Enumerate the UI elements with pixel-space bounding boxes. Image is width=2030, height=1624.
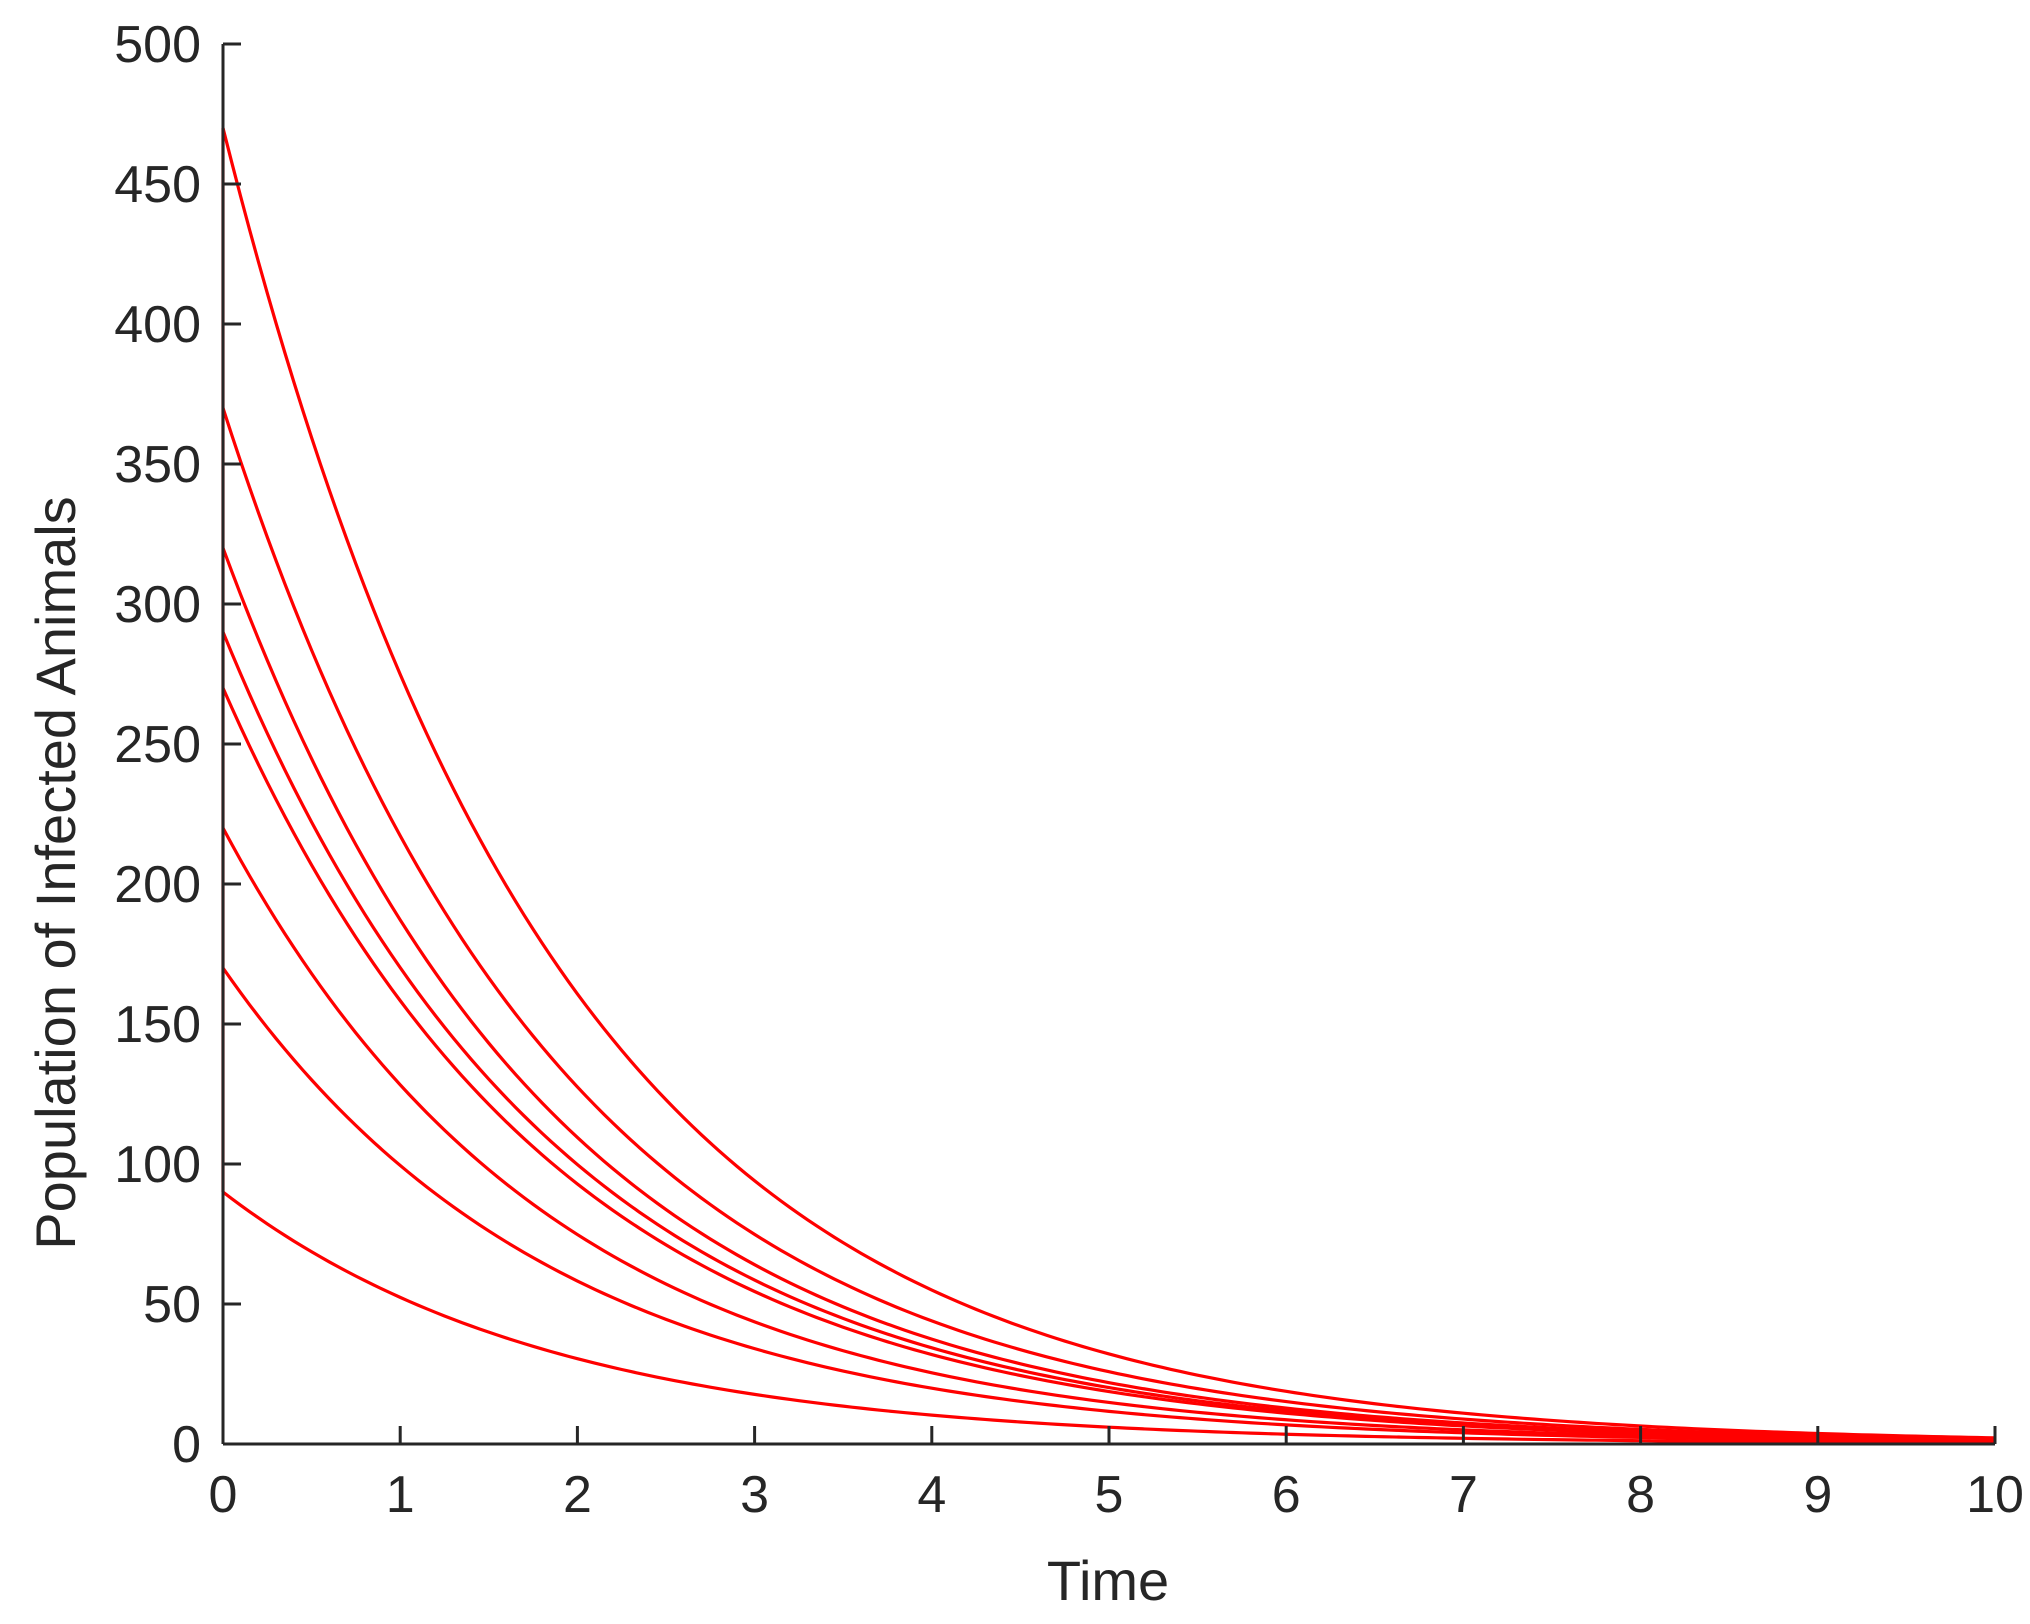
y-axis-title: Population of Infected Animals xyxy=(24,496,87,1249)
series-layer xyxy=(221,127,1996,1445)
y-tick-label: 350 xyxy=(114,436,201,494)
x-axis-title: Time xyxy=(1047,1549,1169,1612)
series-line-4 xyxy=(221,631,1996,1442)
series-line-5 xyxy=(221,687,1996,1442)
x-tick-label: 0 xyxy=(209,1466,238,1524)
x-tick-label: 10 xyxy=(1966,1466,2024,1524)
y-tick-label: 100 xyxy=(114,1136,201,1194)
y-tick-label: 150 xyxy=(114,996,201,1054)
series-line-6 xyxy=(221,827,1996,1443)
series-line-2 xyxy=(221,407,1996,1441)
x-tick-label: 2 xyxy=(563,1466,592,1524)
y-tick-label: 300 xyxy=(114,576,201,634)
x-tick-label: 1 xyxy=(386,1466,415,1524)
x-tick-label: 5 xyxy=(1095,1466,1124,1524)
series-line-1 xyxy=(221,127,1996,1440)
y-tick-label: 0 xyxy=(172,1416,201,1474)
axes xyxy=(221,44,1995,1446)
series-line-3 xyxy=(221,547,1996,1442)
x-tick-label: 7 xyxy=(1449,1466,1478,1524)
y-tick-label: 50 xyxy=(143,1276,201,1334)
y-ticks: 0 50 100 150 200 250 300 350 400 450 500 xyxy=(114,16,241,1474)
y-tick-label: 250 xyxy=(114,716,201,774)
x-ticks: 0 1 2 3 4 5 6 7 8 9 10 xyxy=(209,1426,2024,1524)
x-tick-label: 6 xyxy=(1272,1466,1301,1524)
x-tick-label: 8 xyxy=(1626,1466,1655,1524)
x-tick-label: 9 xyxy=(1803,1466,1832,1524)
y-tick-label: 400 xyxy=(114,296,201,354)
y-tick-label: 200 xyxy=(114,856,201,914)
x-tick-label: 3 xyxy=(740,1466,769,1524)
y-tick-label: 500 xyxy=(114,16,201,74)
x-tick-label: 4 xyxy=(917,1466,946,1524)
y-tick-label: 450 xyxy=(114,156,201,214)
series-line-7 xyxy=(221,967,1996,1444)
